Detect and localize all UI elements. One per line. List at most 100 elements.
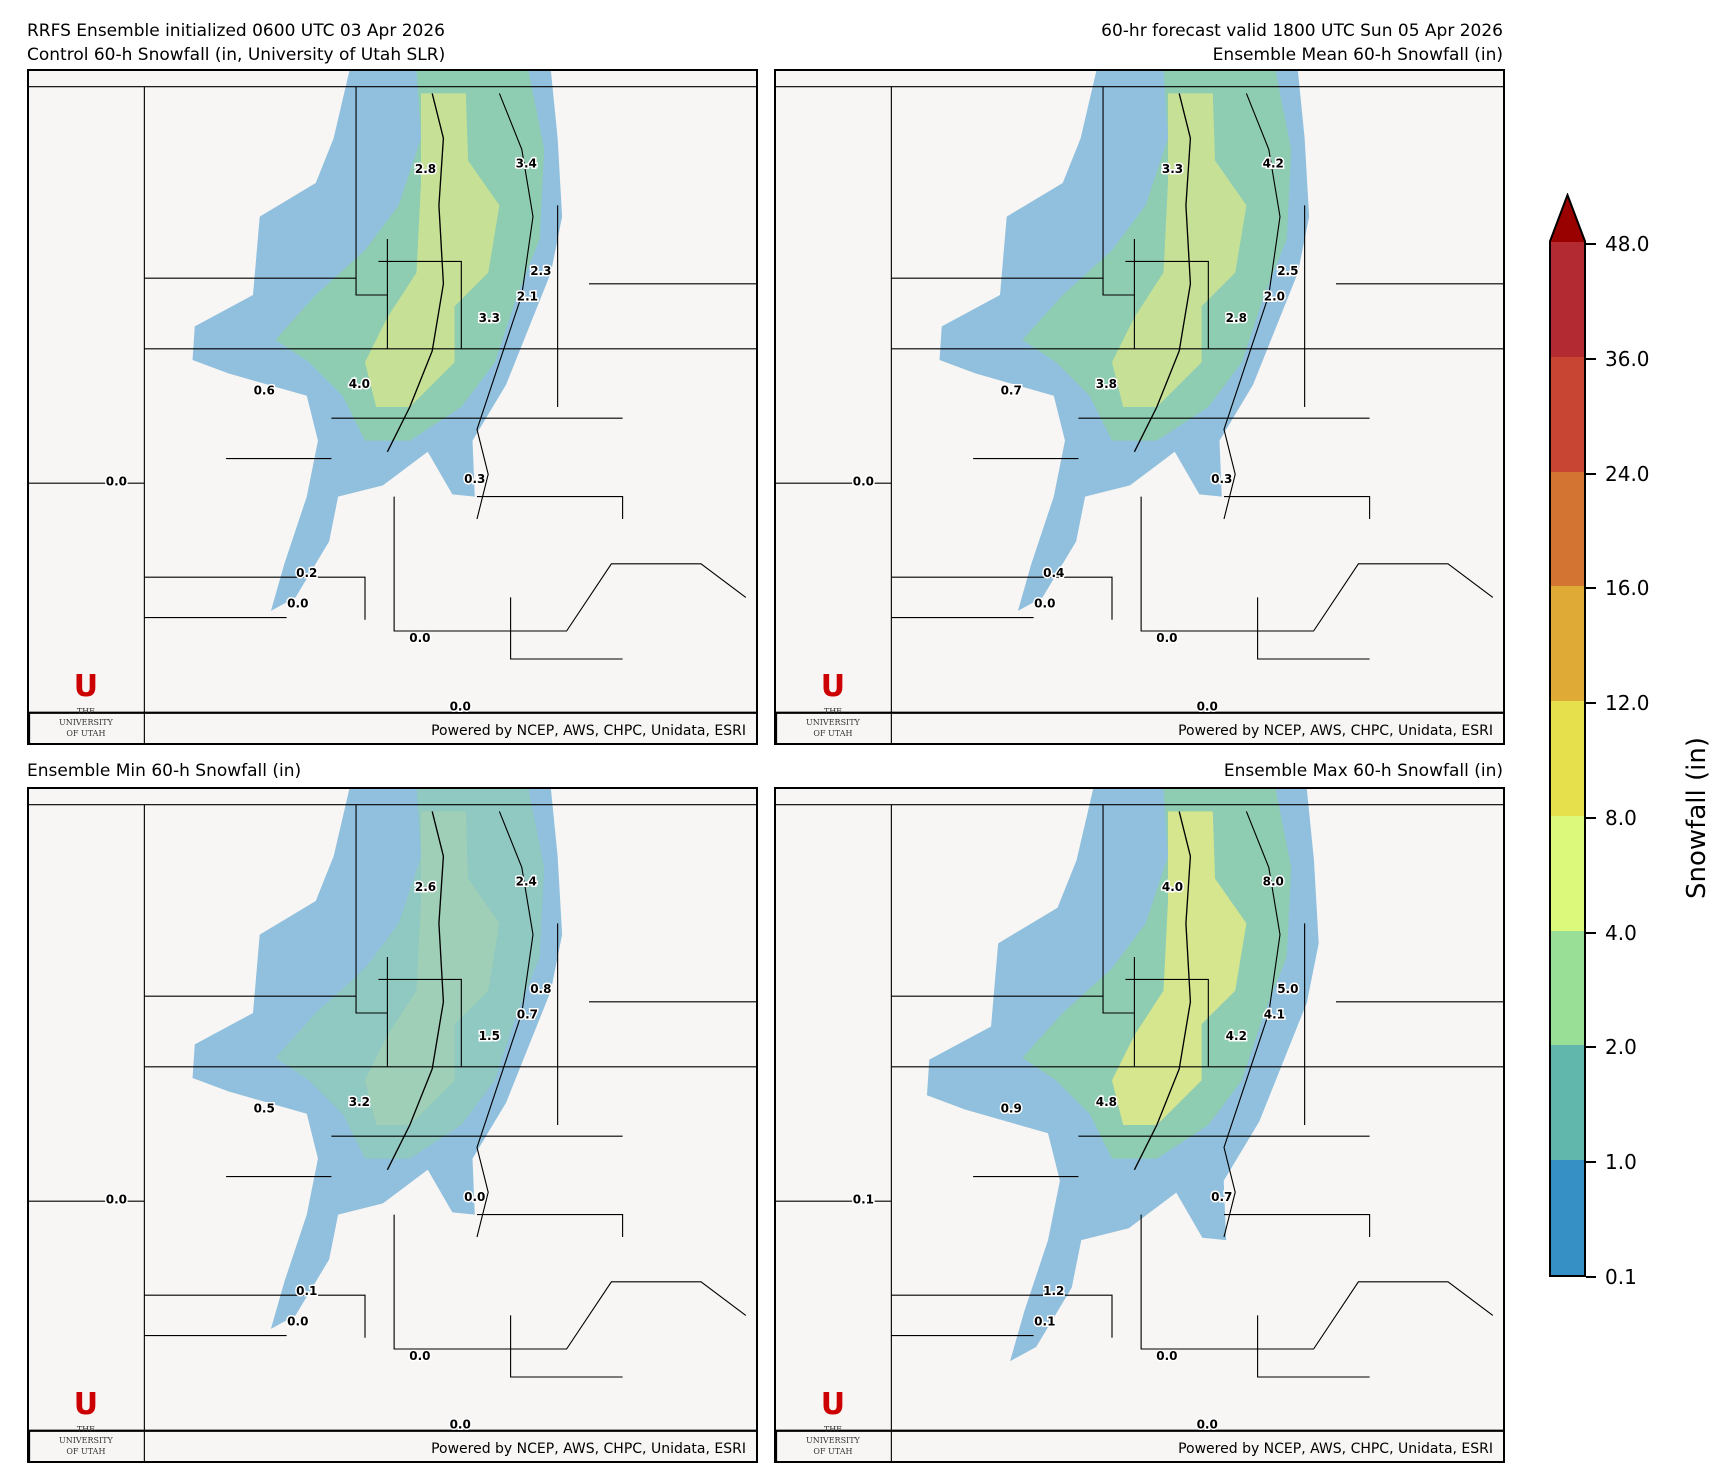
colorbar-tick bbox=[1586, 931, 1596, 934]
state-county-boundaries bbox=[29, 804, 756, 1461]
university-of-utah-logo: U THE UNIVERSITY OF UTAH bbox=[806, 668, 860, 739]
point-value-label: 0.7 bbox=[1001, 384, 1022, 398]
point-value-label: 4.1 bbox=[1264, 1008, 1285, 1022]
colorbar-segment bbox=[1551, 1044, 1584, 1161]
colorbar-segment bbox=[1551, 356, 1584, 472]
logo-line: THE bbox=[823, 707, 843, 716]
point-value-label: 0.4 bbox=[1043, 566, 1064, 580]
snowfall-area-moderate bbox=[275, 788, 545, 1159]
point-value-label: 0.0 bbox=[1034, 596, 1055, 610]
colorbar-tick-label: 12.0 bbox=[1605, 691, 1650, 716]
point-value-label: 0.0 bbox=[287, 596, 308, 610]
map-panel-0: 2.8 3.4 2.3 2.1 3.3 4.0 0.6 0.0 0.3 0.2 0.0 0.0 0.0 … bbox=[27, 69, 758, 745]
point-value-label: 5.0 bbox=[1277, 982, 1298, 996]
point-value-label: 0.0 bbox=[287, 1314, 308, 1328]
point-value-label: 0.1 bbox=[853, 1192, 874, 1206]
point-value-label: 2.0 bbox=[1264, 290, 1285, 304]
credits-footer: Powered by NCEP, AWS, CHPC, Unidata, ESR… bbox=[1178, 1440, 1494, 1457]
footer-box bbox=[29, 711, 756, 743]
point-value-label: 0.0 bbox=[106, 474, 127, 488]
point-value-label: 0.5 bbox=[254, 1102, 275, 1116]
colorbar-tick-label: 8.0 bbox=[1605, 805, 1637, 830]
point-value-label: 3.8 bbox=[1096, 377, 1117, 391]
colorbar-tick bbox=[1586, 816, 1596, 819]
snowfall-area-heavy bbox=[1112, 811, 1247, 1125]
credits-footer: Powered by NCEP, AWS, CHPC, Unidata, ESR… bbox=[1178, 723, 1494, 739]
credits-footer: Powered by NCEP, AWS, CHPC, Unidata, ESR… bbox=[431, 723, 746, 739]
footer-box bbox=[776, 1429, 1504, 1461]
point-value-label: 0.0 bbox=[409, 1349, 430, 1363]
logo-line: UNIVERSITY bbox=[806, 718, 860, 727]
point-value-label: 0.1 bbox=[1034, 1314, 1055, 1328]
university-of-utah-logo: U THE UNIVERSITY OF UTAH bbox=[59, 668, 113, 739]
point-value-label: 1.5 bbox=[479, 1029, 500, 1043]
point-value-label: 0.0 bbox=[464, 1190, 485, 1204]
colorbar-tick bbox=[1586, 357, 1596, 360]
credits-footer: Powered by NCEP, AWS, CHPC, Unidata, ESR… bbox=[431, 1440, 746, 1457]
point-value-label: 0.3 bbox=[1211, 472, 1232, 486]
colorbar-tick bbox=[1586, 1161, 1596, 1164]
point-value-label: 0.0 bbox=[106, 1192, 127, 1206]
colorbar-segment bbox=[1551, 1159, 1584, 1275]
colorbar-tick-label: 4.0 bbox=[1605, 920, 1637, 945]
map-panel-2: 2.6 2.4 0.8 0.7 1.5 3.2 0.5 0.0 0.0 0.1 0.0 0.0 0.0 … bbox=[27, 786, 758, 1463]
point-value-label: 0.7 bbox=[1211, 1190, 1232, 1204]
snowfall-area-heavy bbox=[365, 93, 500, 408]
map-panel-1: 3.3 4.2 2.5 2.0 2.8 3.8 0.7 0.0 0.3 0.4 0.0 0.0 0.0 … bbox=[774, 69, 1506, 745]
colorbar-tick-label: 24.0 bbox=[1605, 461, 1650, 486]
logo-line: OF UTAH bbox=[66, 729, 106, 738]
colorbar-tick-label: 0.1 bbox=[1605, 1265, 1637, 1289]
logo-letter: U bbox=[73, 669, 99, 704]
point-value-label: 0.2 bbox=[296, 566, 317, 580]
panel-title-min: Ensemble Min 60-h Snowfall (in) bbox=[27, 761, 302, 781]
colorbar-tick bbox=[1586, 1046, 1596, 1049]
logo-line: UNIVERSITY bbox=[59, 1435, 113, 1445]
logo-letter: U bbox=[820, 1386, 846, 1422]
colorbar-segment bbox=[1551, 471, 1584, 587]
point-value-label: 0.9 bbox=[1001, 1102, 1022, 1116]
point-value-label: 2.8 bbox=[415, 162, 436, 176]
point-value-label: 2.4 bbox=[516, 874, 537, 888]
snowfall-area-heavy bbox=[1112, 93, 1247, 408]
valid-title: 60-hr forecast valid 1800 UTC Sun 05 Apr… bbox=[1101, 21, 1503, 41]
logo-line: UNIVERSITY bbox=[59, 718, 113, 727]
state-county-boundaries bbox=[776, 804, 1504, 1461]
point-value-label: 3.2 bbox=[349, 1095, 370, 1109]
point-value-label: 0.0 bbox=[450, 700, 471, 714]
point-value-label: 4.2 bbox=[1263, 156, 1284, 170]
colorbar-tick-label: 36.0 bbox=[1605, 346, 1650, 371]
colorbar-segment bbox=[1551, 930, 1584, 1046]
snowfall-area-moderate bbox=[1022, 788, 1292, 1159]
panel-title-max: Ensemble Max 60-h Snowfall (in) bbox=[1223, 761, 1503, 781]
logo-line: THE bbox=[76, 707, 95, 716]
colorbar-tick-label: 16.0 bbox=[1605, 576, 1650, 601]
state-county-boundaries bbox=[29, 86, 756, 743]
logo-line: OF UTAH bbox=[813, 729, 853, 738]
point-value-label: 8.0 bbox=[1263, 874, 1284, 888]
point-value-label: 2.1 bbox=[517, 290, 538, 304]
point-value-label: 3.3 bbox=[479, 311, 500, 325]
logo-line: UNIVERSITY bbox=[806, 1435, 860, 1445]
colorbar-tick-label: 1.0 bbox=[1605, 1150, 1637, 1175]
logo-line: OF UTAH bbox=[813, 1446, 853, 1456]
colorbar-extend-arrow bbox=[1549, 193, 1586, 245]
point-value-label: 0.0 bbox=[1197, 1417, 1218, 1431]
footer-box bbox=[29, 1429, 756, 1461]
colorbar-label: Snowfall (in) bbox=[1682, 737, 1712, 899]
point-value-label: 0.6 bbox=[254, 384, 275, 398]
point-value-label: 2.8 bbox=[1226, 311, 1247, 325]
colorbar-segment bbox=[1551, 815, 1584, 931]
point-value-label: 2.5 bbox=[1277, 264, 1298, 278]
point-value-label: 2.3 bbox=[530, 264, 551, 278]
point-value-label: 0.0 bbox=[1156, 1349, 1177, 1363]
point-value-label: 1.2 bbox=[1043, 1284, 1064, 1298]
point-value-label: 0.8 bbox=[530, 982, 551, 996]
point-value-label: 2.6 bbox=[415, 880, 436, 894]
init-title: RRFS Ensemble initialized 0600 UTC 03 Ap… bbox=[27, 21, 446, 41]
point-value-label: 0.7 bbox=[517, 1008, 538, 1022]
map-panel-3: 4.0 8.0 5.0 4.1 4.2 4.8 0.9 0.1 0.7 1.2 0.1 0.0 0.0 … bbox=[774, 786, 1506, 1463]
point-value-label: 0.0 bbox=[1197, 700, 1218, 714]
point-value-label: 4.8 bbox=[1096, 1095, 1117, 1109]
point-value-label: 0.0 bbox=[853, 474, 874, 488]
